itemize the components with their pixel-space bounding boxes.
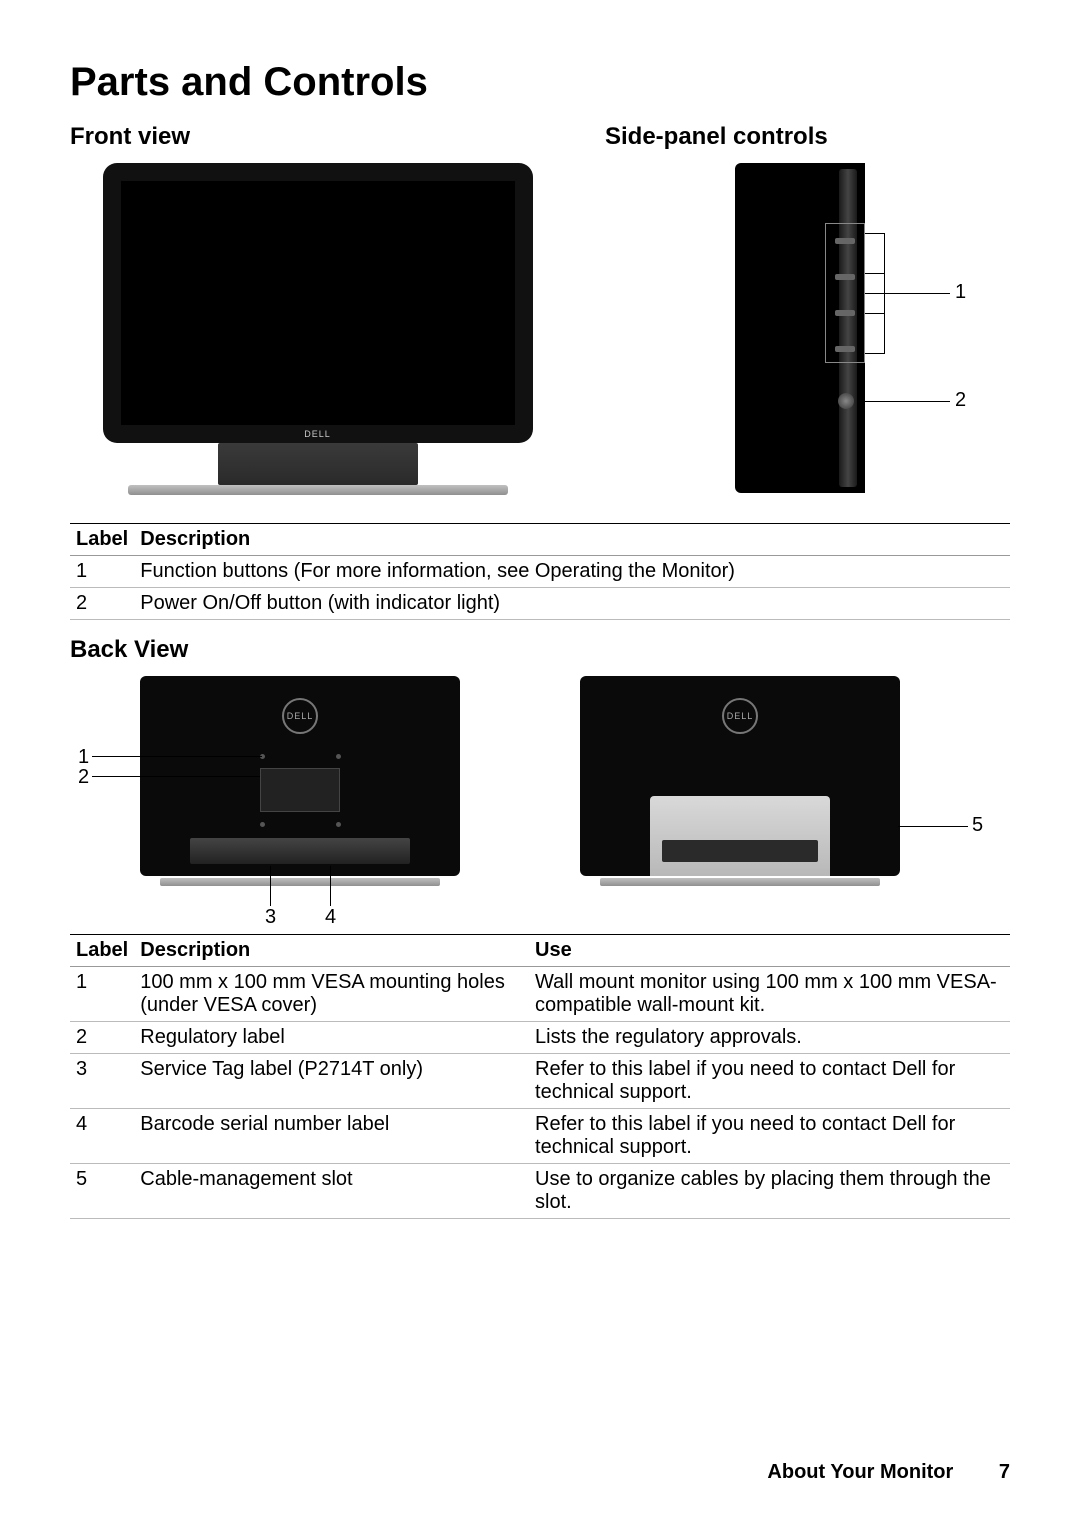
stand-panel-icon [662,840,818,862]
table-row: 5Cable-management slotUse to organize ca… [70,1164,1010,1219]
cell-label: 2 [70,588,134,620]
callout-label-1: 1 [955,281,966,304]
table-header-label: Label [70,524,134,556]
table-header-use: Use [529,935,1010,967]
table-header-description: Description [134,935,529,967]
table-row: 3Service Tag label (P2714T only)Refer to… [70,1054,1010,1109]
monitor-base [128,485,508,495]
callout-line [863,401,950,402]
callout-line [898,826,968,827]
cell-label: 5 [70,1164,134,1219]
monitor-screen: DELL [103,163,533,443]
cell-use: Refer to this label if you need to conta… [529,1054,1010,1109]
back-view-right: DELL 5 [560,676,1010,926]
function-button-icon [835,346,855,352]
cell-use: Wall mount monitor using 100 mm x 100 mm… [529,967,1010,1022]
back-view-row: DELL 1 2 3 4 DELL 5 [70,676,1010,926]
monitor-chin [218,443,418,485]
cell-description: Regulatory label [134,1022,529,1054]
cell-description: Function buttons (For more information, … [134,556,1010,588]
table-row: 2Regulatory labelLists the regulatory ap… [70,1022,1010,1054]
back-view-table: Label Description Use 1100 mm x 100 mm V… [70,934,1010,1219]
function-button-icon [835,274,855,280]
callout-line [92,776,260,777]
monitor-back-base [160,878,440,886]
callout-line [270,866,271,906]
ports-strip-icon [190,838,410,864]
callout-label-4: 4 [325,906,336,929]
side-panel-body [735,163,865,493]
callout-line [865,293,950,294]
callout-line [865,313,885,314]
callout-line [865,353,885,354]
side-panel-section: Side-panel controls 1 [605,123,1010,503]
callout-line [865,233,885,234]
monitor-back-panel: DELL [580,676,900,876]
dell-logo-ring-icon: DELL [282,698,318,734]
table-row: 1Function buttons (For more information,… [70,556,1010,588]
table-row: 2Power On/Off button (with indicator lig… [70,588,1010,620]
regulatory-label-icon [260,768,340,812]
page-title: Parts and Controls [70,60,1010,105]
cell-use: Refer to this label if you need to conta… [529,1109,1010,1164]
callout-label-5: 5 [972,814,983,837]
callout-line [330,866,331,906]
dell-logo-ring-icon: DELL [722,698,758,734]
cell-label: 3 [70,1054,134,1109]
back-view-left: DELL 1 2 3 4 [70,676,520,926]
dell-logo-text: DELL [304,429,331,439]
monitor-front-illustration: DELL [103,163,533,495]
table-header-description: Description [134,524,1010,556]
vesa-hole-icon [260,822,265,827]
callout-bracket [884,233,885,353]
side-panel-heading: Side-panel controls [605,123,1010,151]
monitor-stand [650,796,830,876]
footer-page-number: 7 [999,1461,1010,1483]
power-button-icon [838,393,854,409]
callout-label-3: 3 [265,906,276,929]
cell-use: Use to organize cables by placing them t… [529,1164,1010,1219]
cell-description: Service Tag label (P2714T only) [134,1054,529,1109]
function-button-icon [835,238,855,244]
back-view-heading: Back View [70,636,1010,664]
cell-description: Cable-management slot [134,1164,529,1219]
cell-label: 2 [70,1022,134,1054]
cell-label: 1 [70,556,134,588]
front-view-section: Front view DELL [70,123,565,503]
cell-description: 100 mm x 100 mm VESA mounting holes (und… [134,967,529,1022]
callout-line [865,273,885,274]
callout-label-2: 2 [78,766,89,789]
monitor-back-base [600,878,880,886]
vesa-hole-icon [336,822,341,827]
side-panel-table: Label Description 1Function buttons (For… [70,523,1010,620]
views-row: Front view DELL Side-panel controls [70,123,1010,503]
function-button-icon [835,310,855,316]
cell-label: 1 [70,967,134,1022]
front-view-heading: Front view [70,123,565,151]
callout-label-2: 2 [955,389,966,412]
cell-description: Power On/Off button (with indicator ligh… [134,588,1010,620]
page-footer: About Your Monitor 7 [767,1461,1010,1484]
table-row: 1100 mm x 100 mm VESA mounting holes (un… [70,967,1010,1022]
vesa-hole-icon [336,754,341,759]
table-header-label: Label [70,935,134,967]
footer-section-title: About Your Monitor [767,1461,953,1483]
cell-description: Barcode serial number label [134,1109,529,1164]
side-panel-illustration: 1 2 [605,163,1010,503]
callout-line [92,756,262,757]
cell-use: Lists the regulatory approvals. [529,1022,1010,1054]
cell-label: 4 [70,1109,134,1164]
function-button-cluster [825,223,865,363]
table-row: 4Barcode serial number labelRefer to thi… [70,1109,1010,1164]
